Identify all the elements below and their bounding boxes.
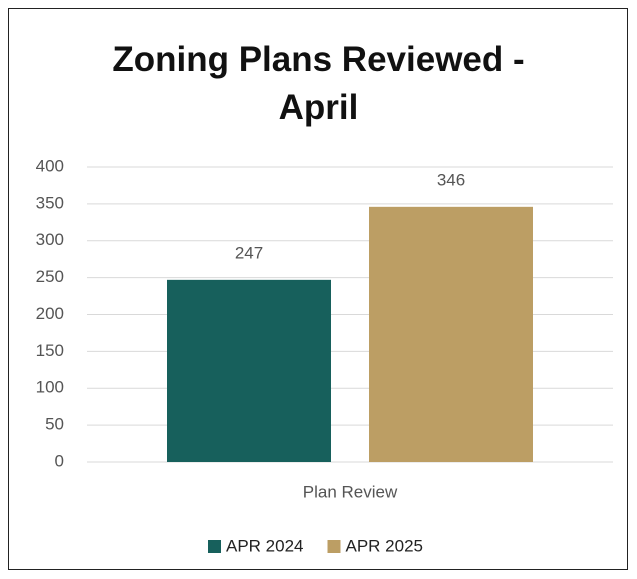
y-tick-label: 200 bbox=[36, 304, 64, 323]
legend-swatch bbox=[327, 540, 341, 553]
y-tick-label: 0 bbox=[55, 451, 64, 470]
y-tick-label: 300 bbox=[36, 230, 64, 249]
y-tick-label: 350 bbox=[36, 193, 64, 212]
y-tick-label: 250 bbox=[36, 267, 64, 286]
x-tick-label: Plan Review bbox=[303, 482, 398, 501]
y-tick-label: 50 bbox=[45, 415, 64, 434]
chart-border bbox=[8, 8, 628, 570]
legend-swatch bbox=[208, 540, 221, 553]
bar bbox=[369, 206, 533, 462]
y-tick-label: 150 bbox=[36, 341, 64, 360]
chart-title: Zoning Plans Reviewed - April bbox=[112, 40, 525, 127]
bar bbox=[167, 279, 331, 462]
y-tick-label: 100 bbox=[36, 378, 64, 397]
data-label: 247 bbox=[235, 243, 263, 262]
y-tick-label: 400 bbox=[36, 156, 64, 175]
data-label: 346 bbox=[437, 170, 465, 189]
legend-label: APR 2024 bbox=[226, 536, 304, 555]
legend-label: APR 2025 bbox=[346, 536, 424, 555]
